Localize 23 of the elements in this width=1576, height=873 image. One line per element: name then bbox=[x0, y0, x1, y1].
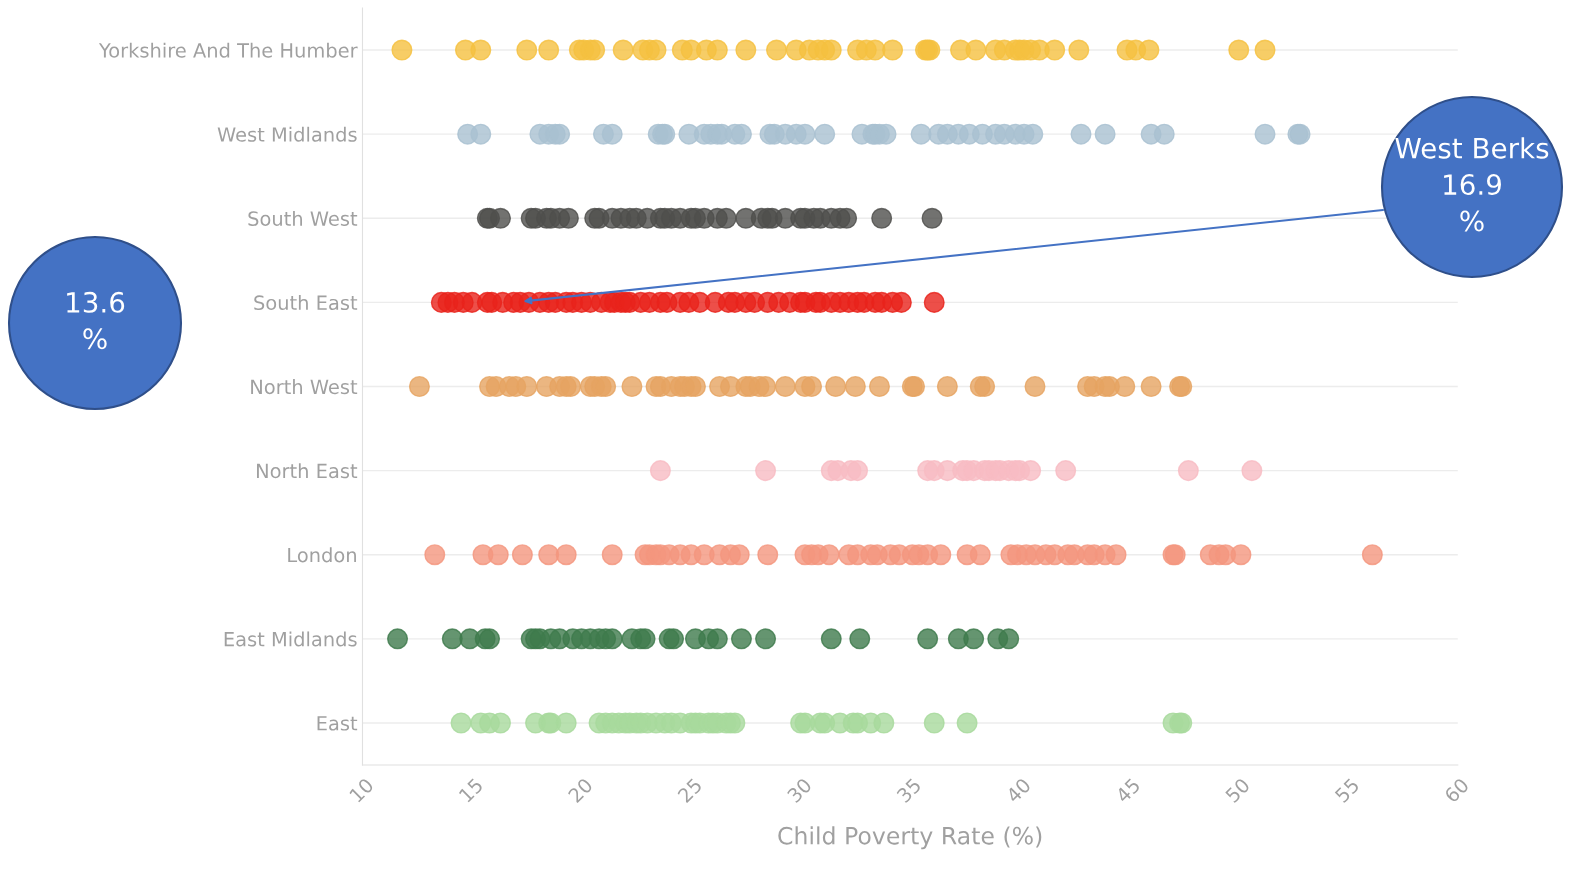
text: 13.6 % bbox=[67, 291, 125, 350]
x-tick-label: 20 bbox=[567, 777, 594, 804]
x-tick-label: 50 bbox=[1224, 777, 1251, 804]
x-tick-label: 30 bbox=[786, 777, 813, 804]
y-tick-label: North East bbox=[257, 463, 358, 479]
x-tick-label: 15 bbox=[458, 777, 484, 803]
y-tick-label: East bbox=[317, 716, 358, 731]
y-tick-label: East Midlands bbox=[224, 631, 357, 647]
x-tick-label: 60 bbox=[1443, 777, 1470, 804]
x-tick-label: 45 bbox=[1114, 777, 1141, 804]
y-tick-label: North West bbox=[251, 379, 358, 395]
y-tick-label: London bbox=[288, 547, 356, 563]
x-tick-label: 35 bbox=[896, 777, 922, 804]
y-tick-label: Yorkshire And The Humber bbox=[98, 42, 358, 58]
x-tick-label: 40 bbox=[1005, 777, 1032, 804]
y-tick-label: South East bbox=[254, 295, 358, 311]
annotation: West Berks 16.9 % bbox=[1395, 137, 1549, 232]
y-tick-label: West Midlands bbox=[217, 126, 357, 142]
x-axis-title: Child Poverty Rate (%) bbox=[778, 826, 1042, 850]
y-tick-label: South West bbox=[248, 210, 358, 226]
x-tick-label: 55 bbox=[1334, 777, 1360, 804]
x-tick-label: 10 bbox=[348, 777, 375, 803]
x-tick-label: 25 bbox=[676, 777, 703, 804]
